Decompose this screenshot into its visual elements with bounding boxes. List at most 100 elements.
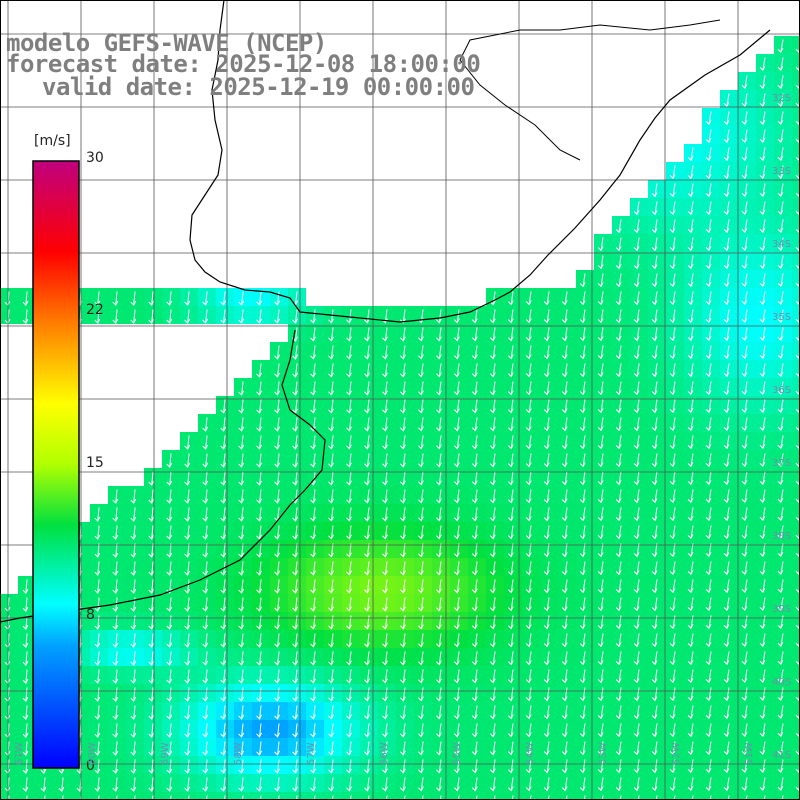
- wind-arrow-head: [561, 768, 568, 774]
- field-cell: [738, 522, 756, 540]
- wind-arrow-head: [579, 606, 586, 612]
- wind-arrow-head: [651, 570, 658, 576]
- wind-arrow: [420, 345, 424, 359]
- wind-arrow-head: [94, 570, 101, 576]
- wind-arrow: [672, 705, 676, 719]
- wind-arrow-head: [669, 444, 676, 450]
- wind-arrow-head: [489, 462, 496, 468]
- field-cell: [342, 450, 360, 468]
- field-cell: [270, 360, 288, 378]
- field-cell: [684, 774, 702, 792]
- wind-arrow-head: [615, 516, 622, 522]
- field-cell: [288, 612, 306, 630]
- field-cell: [702, 702, 720, 720]
- field-cell: [738, 144, 756, 162]
- wind-arrow: [528, 669, 532, 683]
- field-cell: [324, 558, 342, 576]
- field-cell: [738, 612, 756, 630]
- wind-arrow-head: [435, 552, 442, 558]
- field-cell: [234, 594, 252, 612]
- wind-arrow: [654, 561, 658, 575]
- field-cell: [666, 270, 684, 288]
- field-cell: [648, 270, 666, 288]
- field-cell: [342, 504, 360, 522]
- wind-arrow-head: [759, 209, 766, 216]
- wind-arrow: [636, 723, 640, 737]
- field-cell: [720, 702, 738, 720]
- wind-arrow: [151, 633, 154, 648]
- wind-arrow-head: [561, 588, 568, 594]
- field-cell: [198, 504, 216, 522]
- field-cell: [234, 540, 252, 558]
- wind-arrow-head: [741, 623, 748, 630]
- field-cell: [738, 414, 756, 432]
- wind-arrow-head: [202, 678, 209, 684]
- wind-arrow-head: [723, 407, 730, 414]
- field-cell: [756, 558, 774, 576]
- field-cell: [450, 342, 468, 360]
- wind-arrow: [636, 327, 640, 341]
- wind-arrow-head: [238, 390, 245, 396]
- wind-arrow-head: [112, 696, 119, 702]
- wind-arrow: [438, 705, 442, 719]
- wind-arrow-head: [633, 534, 640, 540]
- wind-arrow-head: [112, 552, 119, 558]
- field-cell: [720, 306, 738, 324]
- field-cell: [162, 720, 180, 738]
- wind-arrow-head: [238, 462, 245, 468]
- field-cell: [486, 450, 504, 468]
- wind-arrow: [672, 435, 676, 449]
- wind-arrow: [474, 777, 478, 791]
- wind-arrow-head: [400, 354, 406, 360]
- wind-arrow-head: [705, 516, 712, 522]
- field-cell: [612, 630, 630, 648]
- wind-arrow: [744, 525, 748, 539]
- wind-arrow: [169, 777, 172, 792]
- wind-arrow: [528, 525, 532, 539]
- wind-arrow-head: [525, 336, 532, 342]
- wind-arrow: [582, 327, 586, 341]
- field-cell: [522, 378, 540, 396]
- wind-arrow-head: [723, 119, 730, 126]
- wind-arrow-head: [669, 282, 676, 288]
- wind-arrow: [528, 327, 532, 341]
- wind-arrow-head: [310, 444, 316, 450]
- wind-arrow: [402, 669, 406, 683]
- wind-arrow: [492, 633, 496, 647]
- wind-arrow-head: [507, 588, 514, 594]
- wind-arrow-head: [633, 606, 640, 612]
- wind-arrow-head: [274, 786, 280, 792]
- wind-arrow: [672, 651, 676, 665]
- field-cell: [720, 270, 738, 288]
- wind-arrow: [744, 93, 748, 107]
- wind-arrow-head: [364, 732, 370, 738]
- wind-arrow-head: [651, 660, 658, 666]
- field-cell: [180, 432, 198, 450]
- field-cell: [792, 756, 800, 774]
- field-cell: [342, 684, 360, 702]
- wind-arrow: [474, 363, 478, 377]
- field-cell: [414, 396, 432, 414]
- wind-arrow: [152, 795, 154, 800]
- wind-arrow-head: [723, 659, 730, 666]
- wind-arrow: [205, 687, 208, 702]
- field-cell: [432, 738, 450, 756]
- field-cell: [792, 180, 800, 198]
- field-cell: [216, 756, 234, 774]
- wind-arrow: [456, 399, 460, 413]
- wind-arrow-head: [561, 408, 568, 414]
- field-cell: [468, 522, 486, 540]
- wind-arrow-head: [633, 588, 640, 594]
- field-cell: [162, 486, 180, 504]
- wind-arrow: [259, 435, 262, 449]
- field-cell: [738, 126, 756, 144]
- wind-arrow: [744, 633, 748, 647]
- wind-arrow: [564, 651, 568, 665]
- wind-arrow: [672, 273, 676, 287]
- field-cell: [198, 432, 216, 450]
- wind-arrow: [420, 669, 424, 683]
- wind-arrow-head: [669, 606, 676, 612]
- wind-arrow-head: [274, 462, 280, 468]
- field-cell: [702, 540, 720, 558]
- wind-arrow-head: [669, 300, 676, 306]
